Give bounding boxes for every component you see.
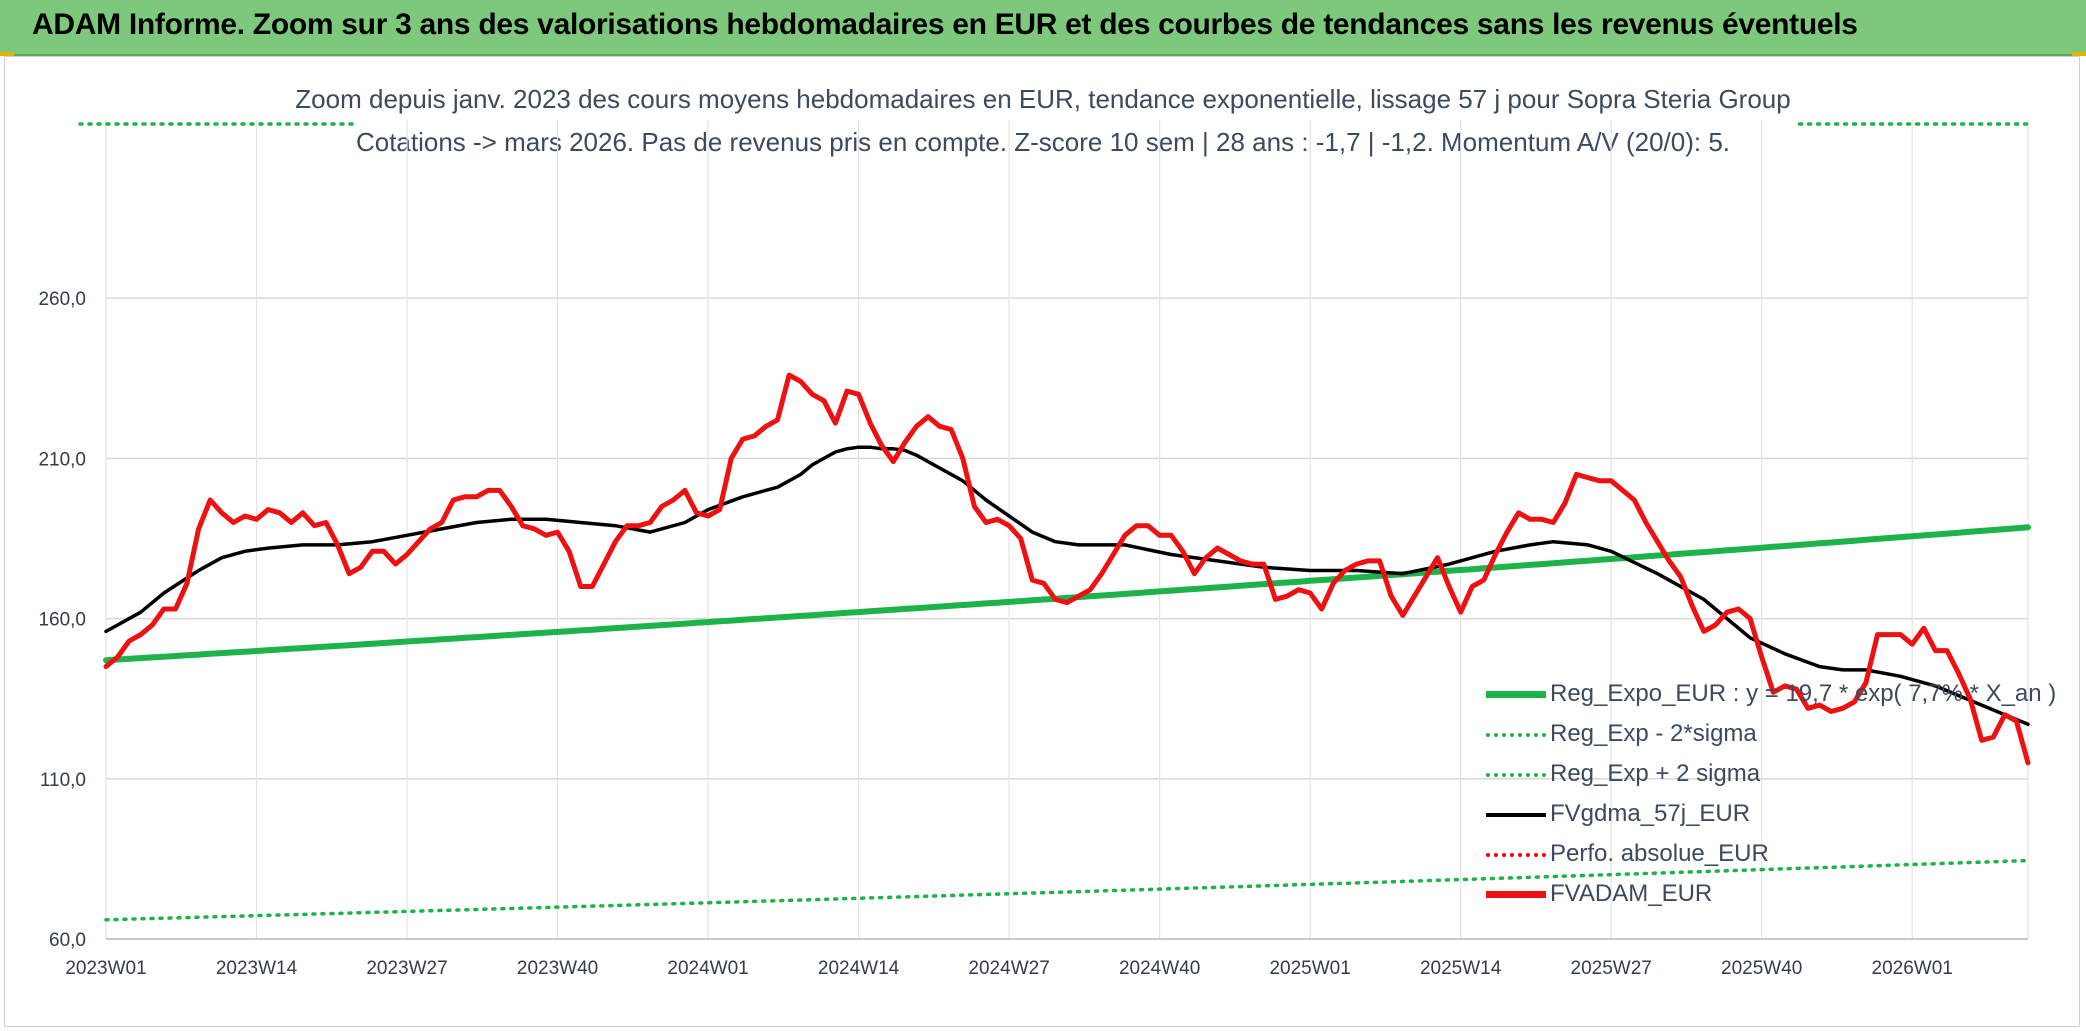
tick-labels: 60,0 110,0 160,0 210,0 260,0 2023W01 2023W14 20…	[38, 289, 1952, 979]
legend-label: Reg_Exp + 2 sigma	[1550, 760, 1761, 787]
gridlines	[105, 120, 2029, 940]
legend-label: Reg_Exp - 2*sigma	[1550, 720, 1757, 747]
series-layer	[78, 122, 2031, 922]
chart-legend: Reg_Expo_EUR : y = 19,7 * exp( 7,7% * X_…	[1486, 676, 2056, 916]
y-tick-label: 160,0	[38, 610, 86, 631]
legend-reg-exp-minus: Reg_Exp - 2*sigma	[1486, 716, 2046, 756]
y-tick-label: 60,0	[49, 930, 86, 951]
legend-label: FVADAM_EUR	[1550, 880, 1713, 907]
legend-swatch	[1486, 691, 1546, 698]
x-tick-label: 2023W27	[366, 958, 447, 979]
x-tick-label: 2024W01	[667, 958, 748, 979]
banner-accent-right	[2072, 52, 2086, 56]
x-tick-label: 2025W01	[1269, 958, 1350, 979]
legend-swatch	[1486, 733, 1546, 737]
legend-label: FVgdma_57j_EUR	[1550, 800, 1751, 827]
x-tick-label: 2023W01	[65, 958, 146, 979]
x-tick-label: 2025W14	[1420, 958, 1502, 979]
x-tick-label: 2024W27	[968, 958, 1049, 979]
x-tick-label: 2026W01	[1872, 958, 1953, 979]
x-tick-label: 2024W40	[1119, 958, 1200, 979]
legend-swatch	[1486, 813, 1546, 817]
legend-perfo: Perfo. absolue_EUR	[1486, 836, 2046, 876]
legend-fvgdma: FVgdma_57j_EUR	[1486, 796, 2046, 836]
x-tick-label: 2023W40	[517, 958, 598, 979]
x-tick-label: 2024W14	[818, 958, 900, 979]
series-line-reg-exp-minus-2sigma	[104, 858, 2030, 922]
y-tick-label: 260,0	[38, 289, 86, 310]
legend-label: Reg_Expo_EUR : y = 19,7 * exp( 7,7% * X_…	[1550, 680, 2057, 707]
series-line-reg-expo	[103, 524, 2031, 664]
legend-swatch	[1486, 853, 1546, 857]
legend-label: Perfo. absolue_EUR	[1550, 840, 1769, 867]
legend-reg-exp-plus: Reg_Exp + 2 sigma	[1486, 756, 2046, 796]
x-tick-label: 2023W14	[216, 958, 298, 979]
x-tick-label: 2025W40	[1721, 958, 1802, 979]
report-banner: ADAM Informe. Zoom sur 3 ans des valoris…	[0, 0, 2086, 56]
legend-swatch	[1486, 773, 1546, 777]
chart-subtitle: Cotations -> mars 2026. Pas de revenus p…	[355, 127, 1731, 157]
banner-accent-left	[0, 52, 14, 56]
chart-title: Zoom depuis janv. 2023 des cours moyens …	[295, 84, 1791, 114]
plot-area-border	[4, 56, 2080, 1027]
y-tick-label: 110,0	[40, 770, 86, 791]
report-title: ADAM Informe. Zoom sur 3 ans des valoris…	[32, 8, 1858, 41]
legend-fvadam: FVADAM_EUR	[1486, 876, 2046, 916]
series-line-fvgdma	[104, 445, 2030, 727]
legend-reg-expo: Reg_Expo_EUR : y = 19,7 * exp( 7,7% * X_…	[1486, 676, 2056, 716]
series-line-fvadam	[103, 372, 2031, 766]
x-tick-label: 2025W27	[1571, 958, 1652, 979]
y-tick-label: 210,0	[38, 449, 86, 470]
legend-swatch	[1486, 891, 1546, 898]
